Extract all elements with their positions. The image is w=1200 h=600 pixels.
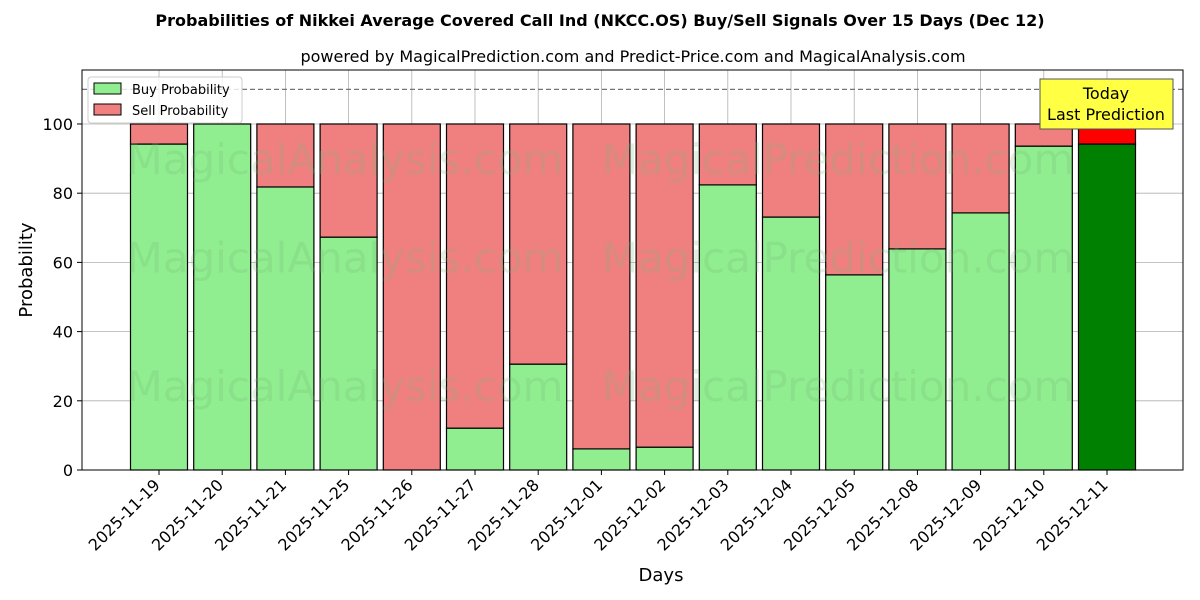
sell-bar (951, 123, 1010, 214)
y-tick-label: 20 (53, 392, 73, 411)
chart-subtitle: powered by MagicalPrediction.com and Pre… (300, 47, 965, 66)
sell-bar (509, 123, 568, 365)
legend-label-buy: Buy Probability (132, 83, 230, 98)
sell-bar (888, 123, 947, 250)
annotation-line2: Last Prediction (1047, 105, 1165, 124)
y-tick-label: 60 (53, 253, 73, 272)
sell-bar (698, 123, 757, 186)
y-tick-label: 40 (53, 323, 73, 342)
sell-bar (825, 123, 884, 276)
legend-label-sell: Sell Probability (132, 104, 229, 119)
sell-bar (319, 123, 378, 238)
plot-frame (81, 69, 1184, 471)
legend-swatch-sell (93, 103, 122, 116)
watermark-text: MagicalAnalysis.com (127, 362, 564, 411)
buy-bar (509, 363, 568, 471)
today-annotation: Today Last Prediction (1039, 78, 1174, 130)
sell-bar (382, 123, 441, 471)
watermark-text: MagicalAnalysis.com (127, 135, 564, 184)
y-tick-label: 0 (63, 461, 73, 480)
y-tick-label: 80 (53, 184, 73, 203)
watermark-text: MagicalPrediction.com (602, 135, 1075, 184)
sell-bar (129, 123, 189, 145)
legend: Buy Probability Sell Probability (87, 76, 243, 124)
chart-title: Probabilities of Nikkei Average Covered … (155, 11, 1044, 30)
buy-bar (825, 274, 884, 471)
annotation-line1: Today (1082, 84, 1129, 103)
buy-bar (888, 248, 947, 471)
watermark-text: MagicalPrediction.com (602, 233, 1075, 282)
sell-bar (761, 123, 821, 218)
sell-bar (572, 123, 631, 450)
legend-swatch-buy (93, 82, 122, 95)
buy-bar (1014, 145, 1073, 471)
watermark-text: MagicalPrediction.com (602, 362, 1075, 411)
buy-bar (635, 446, 694, 471)
buy-bar (445, 427, 505, 471)
y-tick-label: 100 (42, 115, 73, 134)
sell-bar (635, 123, 694, 448)
legend-box (87, 76, 243, 124)
buy-bar (129, 143, 189, 471)
buy-bar (572, 448, 631, 471)
buy-bar (256, 186, 315, 471)
buy-bar (193, 123, 252, 471)
annotation-box (1039, 78, 1174, 130)
buy-bar (1077, 143, 1137, 471)
y-axis-label: Probability (16, 222, 37, 317)
watermark-text: MagicalAnalysis.com (127, 233, 564, 282)
x-axis-label: Days (639, 565, 684, 586)
sell-bar (256, 123, 315, 188)
buy-bar (698, 184, 757, 471)
sell-bar (445, 123, 505, 429)
